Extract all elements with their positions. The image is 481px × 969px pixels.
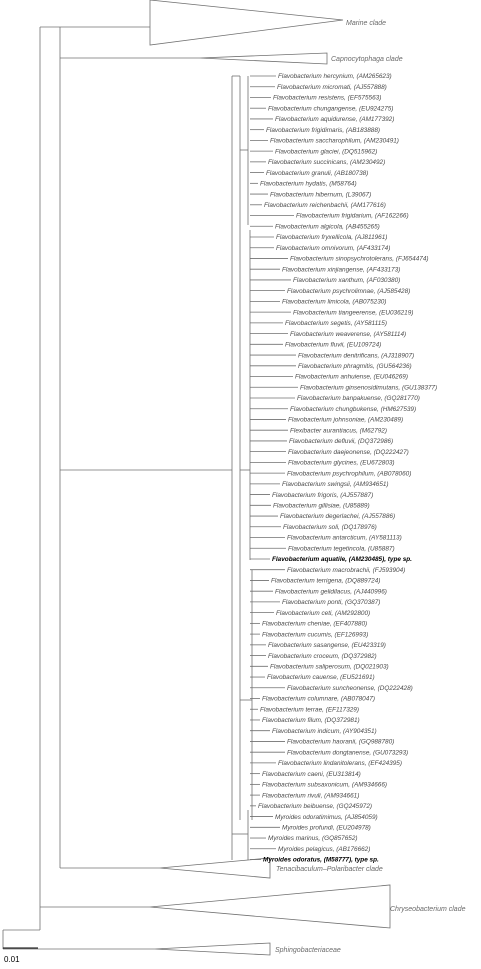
type-species-label: Myroides odoratus, (M58777), type sp. — [263, 857, 379, 864]
taxon-label: Flavobacterium columnare, (AB078047) — [262, 696, 375, 703]
taxon-label: Myroides profundi, (EU204978) — [282, 825, 371, 832]
taxon-label: Flavobacterium glycines, (EU672803) — [288, 460, 395, 467]
taxon-label: Flavobacterium succinicans, (AM230492) — [268, 159, 385, 166]
taxon-label: Flavobacterium fluvii, (EU109724) — [285, 342, 381, 349]
taxon-label: Flavobacterium terrae, (EF117329) — [260, 706, 359, 713]
clade-label-sphingobacteriaceae: Sphingobacteriaceae — [275, 947, 341, 954]
taxon-label: Flavobacterium glaciei, (DQ515962) — [275, 148, 377, 155]
taxon-label: Flavobacterium algicola, (AB455265) — [275, 223, 380, 230]
taxon-label: Flavobacterium subsaxonicum, (AM934666) — [262, 782, 387, 789]
taxon-label: Flavobacterium dongtanense, (GU073293) — [287, 749, 408, 756]
taxon-label: Flavobacterium xanthum, (AF030380) — [293, 277, 400, 284]
taxon-label: Flavobacterium gelidilacus, (AJ440996) — [275, 588, 387, 595]
taxon-list: Flavobacterium hercynium, (AM265623) Flav… — [250, 73, 437, 864]
taxon-label: Flavobacterium suncheonense, (DQ222428) — [287, 685, 413, 692]
clade-label-marine: Marine clade — [346, 20, 386, 27]
taxon-label: Flavobacterium soli, (DQ178976) — [283, 524, 377, 531]
taxon-label: Flexibacter aurantiacus, (M62792) — [290, 427, 387, 434]
taxon-label: Flavobacterium omnivorum, (AF433174) — [276, 245, 390, 252]
taxon-label: Flavobacterium indicum, (AY904351) — [272, 728, 377, 735]
taxon-label: Flavobacterium cauense, (EU521691) — [267, 674, 375, 681]
clade-triangle-tenacibaculum — [159, 857, 271, 879]
clade-label-tenacibaculum: Tenacibaculum–Polaribacter clade — [276, 866, 383, 873]
taxon-label: Flavobacterium caeni, (EU313814) — [262, 771, 361, 778]
clade-triangle-marine — [149, 0, 344, 46]
taxon-label: Flavobacterium granuli, (AB180738) — [266, 170, 368, 177]
taxon-label: Flavobacterium haoranii, (GQ988780) — [287, 739, 394, 746]
taxon-label: Flavobacterium hibernum, (L39067) — [270, 191, 371, 198]
taxon-label: Flavobacterium filum, (DQ372981) — [262, 717, 360, 724]
taxon-label: Flavobacterium macrobrachii, (FJ593904) — [287, 567, 405, 574]
taxon-label: Flavobacterium psychrophilum, (AB078060) — [287, 470, 411, 477]
taxon-label: Flavobacterium rivuli, (AM934661) — [262, 792, 359, 799]
taxon-label: Flavobacterium daejeonense, (DQ222427) — [288, 449, 409, 456]
taxon-label: Flavobacterium ceti, (AM292800) — [276, 610, 370, 617]
taxon-label: Flavobacterium resistens, (EF575563) — [273, 95, 381, 102]
taxon-label: Flavobacterium reichenbachii, (AM177616) — [264, 202, 386, 209]
taxon-label: Flavobacterium psychrolimnae, (AJ585428) — [287, 288, 410, 295]
taxon-label: Flavobacterium chungbukense, (HM627539) — [290, 406, 416, 413]
taxon-label: Flavobacterium sasangense, (EU423319) — [268, 642, 386, 649]
taxon-label: Flavobacterium croceum, (DQ372982) — [268, 653, 377, 660]
taxon-label: Flavobacterium lindanitolerans, (EF42439… — [278, 760, 402, 767]
taxon-label: Flavobacterium ponti, (GQ370387) — [282, 599, 380, 606]
taxon-label: Flavobacterium segetis, (AY581115) — [285, 320, 387, 327]
taxon-label: Flavobacterium ginsenosidimutans, (GU138… — [300, 384, 437, 391]
clade-triangle-capnocytophaga — [199, 52, 328, 65]
taxon-label: Myroides odoratimimus, (AJ854059) — [275, 814, 378, 821]
taxon-label: Flavobacterium beibuense, (GQ245972) — [258, 803, 372, 810]
taxon-label: Myroides marinus, (GQ857652) — [268, 835, 358, 842]
taxon-label: Flavobacterium saliperosum, (DQ021903) — [270, 664, 389, 671]
taxon-label: Flavobacterium swingsii, (AM934651) — [282, 481, 389, 488]
taxon-label: Flavobacterium gillisiae, (U85889) — [273, 503, 370, 510]
taxon-label: Flavobacterium weaverense, (AY581114) — [290, 331, 406, 338]
taxon-label: Flavobacterium sinopsychrotolerans, (FJ6… — [290, 256, 429, 263]
taxon-label: Flavobacterium hercynium, (AM265623) — [278, 73, 392, 80]
taxon-label: Flavobacterium cucumis, (EF126993) — [262, 631, 368, 638]
taxon-label: Flavobacterium banpakuense, (GQ281770) — [297, 395, 420, 402]
taxon-label: Flavobacterium anhuiense, (EU046269) — [295, 374, 408, 381]
taxon-label: Flavobacterium fryxellicola, (AJ811961) — [276, 234, 387, 241]
taxon-label: Flavobacterium tiangeerense, (EU036219) — [293, 309, 413, 316]
scale-bar-label: 0.01 — [4, 955, 20, 964]
taxon-label: Myroides pelagicus, (AB176662) — [278, 846, 370, 853]
taxon-label: Flavobacterium frigidarium, (AF162266) — [296, 213, 409, 220]
taxon-label: Flavobacterium xinjiangense, (AF433173) — [282, 266, 400, 273]
clade-label-capnocytophaga: Capnocytophaga clade — [331, 56, 403, 63]
type-species-label: Flavobacterium aquatile, (AM230485), typ… — [272, 556, 412, 563]
taxon-label: Flavobacterium denitrificans, (AJ318907) — [298, 352, 414, 359]
taxon-label: Flavobacterium degerlachei, (AJ557886) — [280, 513, 395, 520]
taxon-label: Flavobacterium aquidurense, (AM177392) — [275, 116, 394, 123]
taxon-label: Flavobacterium antarcticum, (AY581113) — [287, 535, 402, 542]
clade-label-chryseobacterium: Chryseobacterium clade — [390, 906, 466, 913]
clade-triangle-sphingobacteriaceae — [154, 942, 271, 956]
clade-triangle-chryseobacterium — [149, 884, 391, 929]
taxon-label: Flavobacterium frigidimaris, (AB183888) — [266, 127, 380, 134]
taxon-label: Flavobacterium frigoris, (AJ557887) — [272, 492, 373, 499]
taxon-label: Flavobacterium terrigena, (DQ889724) — [271, 578, 380, 585]
taxon-label: Flavobacterium limicola, (AB075230) — [282, 299, 386, 306]
taxon-label: Flavobacterium tegetincola, (U85887) — [288, 545, 395, 552]
taxon-label: Flavobacterium chungangense, (EU924275) — [268, 105, 393, 112]
taxon-label: Flavobacterium hydatis, (M58764) — [260, 181, 357, 188]
taxon-label: Flavobacterium cheniae, (EF407880) — [262, 621, 367, 628]
taxon-label: Flavobacterium johnsoniae, (AM230489) — [288, 417, 403, 424]
taxon-label: Flavobacterium defluvii, (DQ372986) — [289, 438, 393, 445]
taxon-label: Flavobacterium phragmitis, (GU564236) — [298, 363, 412, 370]
taxon-label: Flavobacterium saccharophilum, (AM230491… — [270, 138, 399, 145]
taxon-label: Flavobacterium micromati, (AJ557888) — [277, 84, 387, 91]
